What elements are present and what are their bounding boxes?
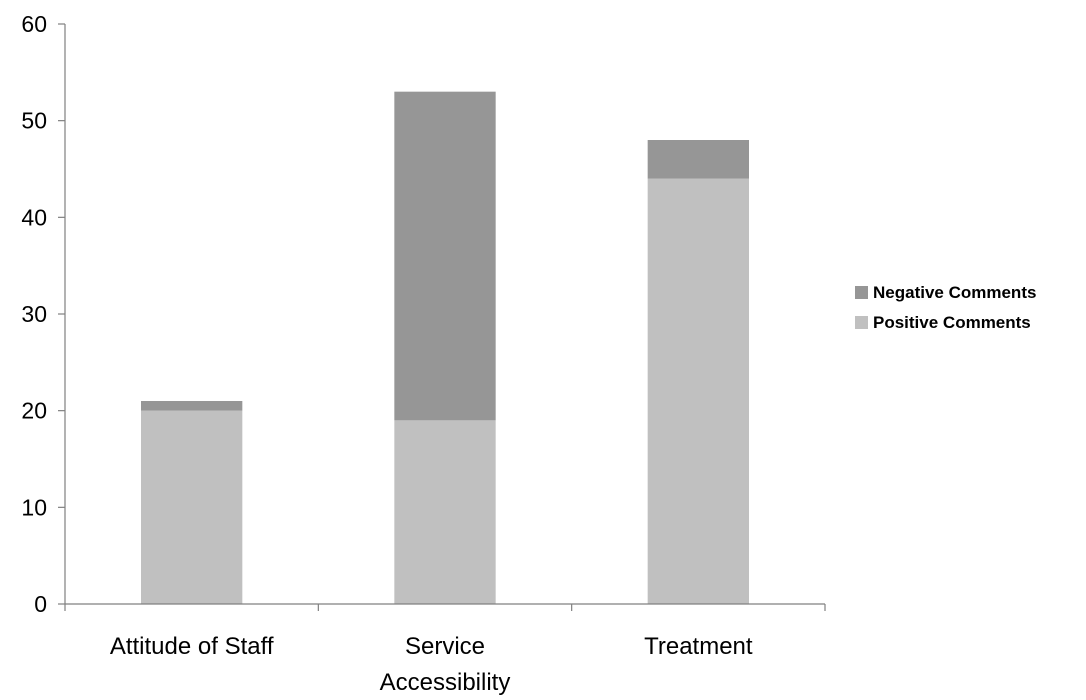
bar-segment-negative-comments — [394, 91, 496, 421]
bar-segment-positive-comments — [394, 420, 496, 604]
y-tick-label: 0 — [34, 591, 47, 617]
y-tick-label: 20 — [21, 398, 47, 424]
bars-group — [141, 91, 749, 604]
y-tick-label: 10 — [21, 494, 47, 520]
x-axis-ticks: Attitude of Staff Service Accessibility Tre… — [64, 604, 826, 696]
bar-segment-negative-comments — [647, 140, 749, 179]
bar-segment-positive-comments — [141, 410, 243, 604]
legend-label: Negative Comments — [873, 283, 1036, 302]
x-category-label: Treatment — [644, 633, 753, 660]
x-category-label: Attitude of Staff — [110, 633, 274, 660]
legend-swatch — [855, 286, 868, 299]
bar-segment-negative-comments — [141, 401, 243, 411]
y-tick-label: 60 — [21, 11, 47, 37]
y-tick-label: 30 — [21, 301, 47, 327]
legend-label: Positive Comments — [873, 313, 1031, 332]
bar-segment-positive-comments — [647, 178, 749, 604]
y-tick-label: 50 — [21, 108, 47, 134]
legend: Negative Comments Positive Comments — [855, 283, 1036, 332]
x-category-label: Service Accessibility — [380, 633, 511, 696]
y-axis-ticks: 0 10 20 30 40 50 60 — [21, 11, 65, 617]
legend-swatch — [855, 316, 868, 329]
y-tick-label: 40 — [21, 204, 47, 230]
